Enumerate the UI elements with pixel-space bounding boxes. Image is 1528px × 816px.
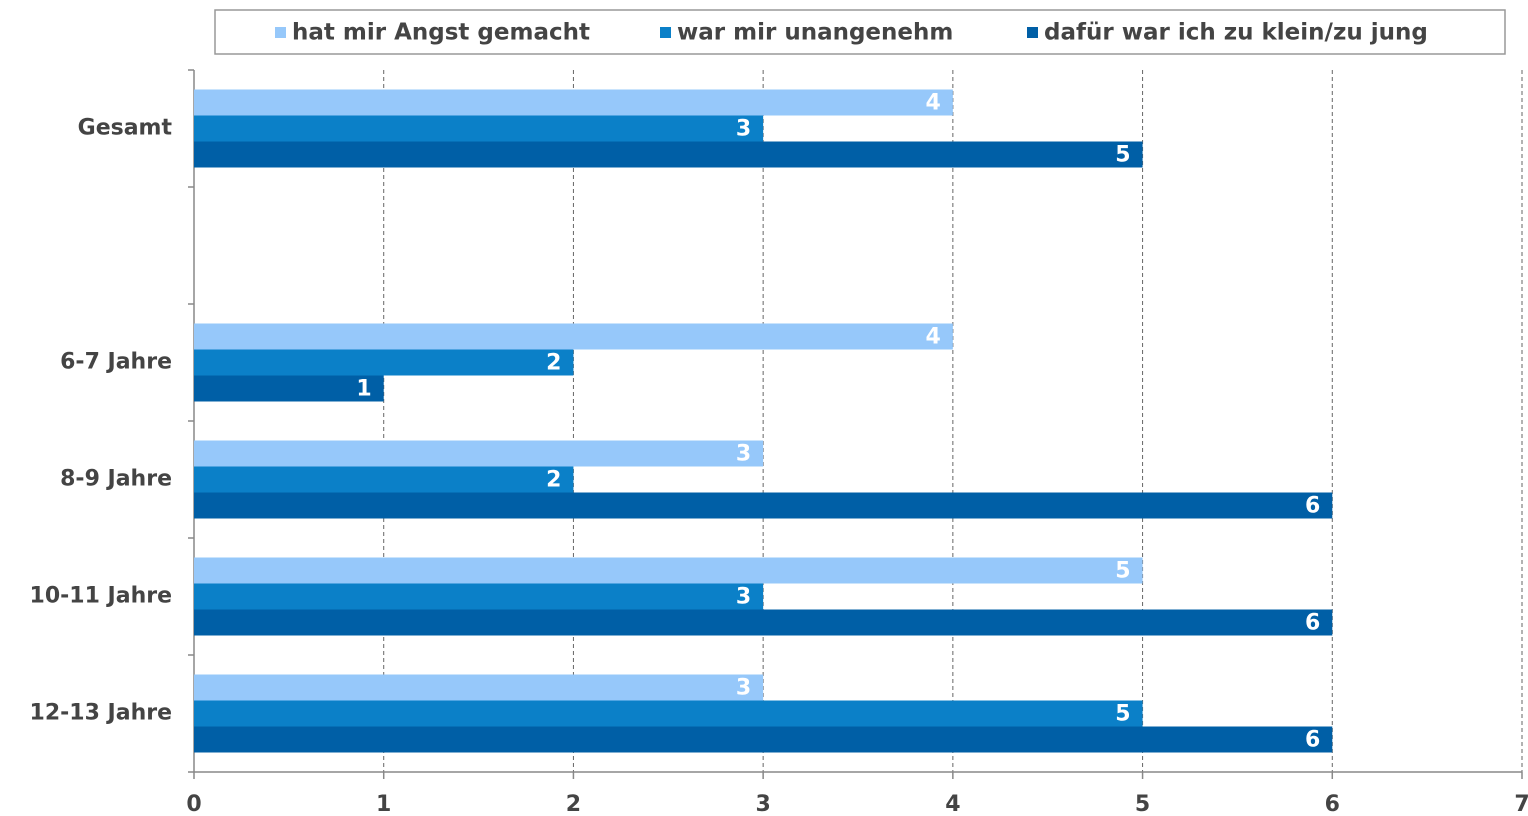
x-tick-label: 7 (1514, 792, 1528, 816)
bar (194, 557, 1143, 584)
value-label: 6 (1305, 494, 1320, 519)
x-tick-label: 6 (1325, 792, 1340, 816)
y-tick-label: 12-13 Jahre (30, 701, 172, 726)
value-label: 4 (926, 325, 941, 350)
bar (194, 609, 1333, 636)
legend-swatch (1027, 27, 1038, 38)
value-label: 6 (1305, 728, 1320, 753)
bar (194, 492, 1333, 519)
bar (194, 700, 1143, 727)
bar (194, 141, 1143, 168)
value-label: 2 (546, 468, 561, 493)
legend-swatch (275, 27, 286, 38)
value-label: 5 (1115, 559, 1130, 584)
bar (194, 323, 953, 350)
x-tick-label: 0 (186, 792, 201, 816)
x-tick-label: 4 (945, 792, 960, 816)
bar (194, 440, 764, 467)
y-tick-label: 10-11 Jahre (30, 584, 172, 609)
value-label: 4 (926, 91, 941, 116)
bar (194, 726, 1333, 753)
value-label: 3 (736, 117, 751, 142)
y-tick-label: 6-7 Jahre (60, 350, 172, 375)
value-label: 3 (736, 676, 751, 701)
legend-box (214, 9, 1506, 55)
value-label: 5 (1115, 143, 1130, 168)
value-label: 3 (736, 442, 751, 467)
legend-label: hat mir Angst gemacht (292, 20, 590, 46)
x-tick-label: 2 (566, 792, 581, 816)
x-tick-label: 1 (376, 792, 391, 816)
value-label: 6 (1305, 611, 1320, 636)
legend-label: war mir unangenehm (677, 20, 953, 46)
bar (194, 375, 384, 402)
bar (194, 583, 764, 610)
legend-swatch (660, 27, 671, 38)
bar (194, 349, 574, 376)
value-label: 2 (546, 351, 561, 376)
bar (194, 115, 764, 142)
value-label: 1 (356, 377, 371, 402)
y-tick-label: 8-9 Jahre (60, 467, 172, 492)
x-tick-label: 5 (1135, 792, 1150, 816)
legend-label: dafür war ich zu klein/zu jung (1044, 20, 1428, 46)
bar (194, 674, 764, 701)
bar (194, 466, 574, 493)
bar (194, 89, 953, 116)
value-label: 5 (1115, 702, 1130, 727)
x-tick-label: 3 (755, 792, 770, 816)
y-tick-label: Gesamt (78, 116, 173, 141)
value-label: 3 (736, 585, 751, 610)
